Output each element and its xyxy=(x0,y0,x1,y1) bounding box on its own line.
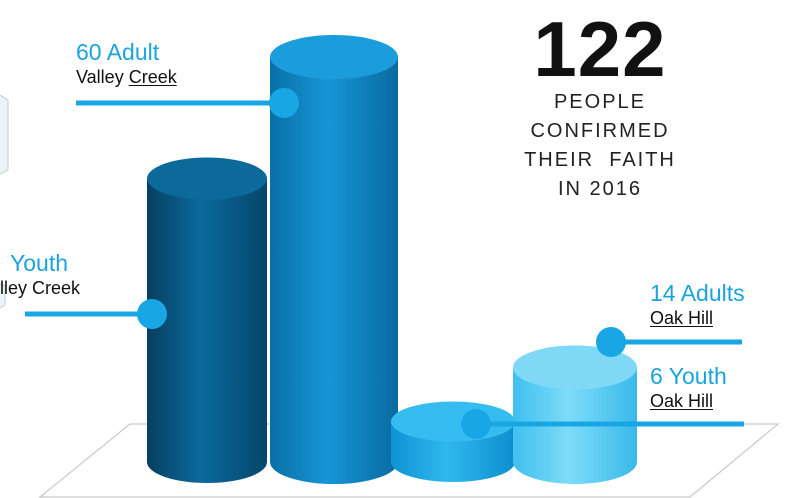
label-oak-adults: 14 Adults Oak Hill xyxy=(650,280,745,329)
callout-dot-oak-adults xyxy=(596,327,626,357)
callout-group xyxy=(25,88,744,439)
left-edge-shape-bottom xyxy=(0,283,6,309)
caption-line-2: CONFIRMED xyxy=(530,120,670,142)
callout-dot-valley-youth xyxy=(137,299,167,329)
label-oak-youth-count: 6 Youth xyxy=(650,363,727,389)
label-oak-adults-place: Oak Hill xyxy=(650,308,714,328)
label-valley-youth-place: lley Creek xyxy=(0,278,81,298)
bar-top-valley-youth xyxy=(147,157,267,200)
bar-valley-adult xyxy=(270,57,398,484)
label-oak-adults-count: 14 Adults xyxy=(650,280,745,306)
caption-line-4: IN 2016 xyxy=(557,178,643,200)
callout-dot-valley-adult xyxy=(269,88,299,118)
callout-dot-oak-youth xyxy=(461,409,491,439)
label-valley-adult-count: 60 Adult xyxy=(76,39,160,65)
label-oak-youth-place: Oak Hill xyxy=(650,391,714,411)
caption-line-3: THEIR FAITH xyxy=(524,149,676,171)
bar-top-oak-adults xyxy=(513,345,637,390)
label-valley-adult-place-a: Valley xyxy=(76,67,129,87)
label-valley-adult: 60 Adult Valley Creek xyxy=(76,39,177,88)
label-valley-youth-count: Youth xyxy=(10,250,68,276)
bar-top-valley-adult xyxy=(270,35,398,79)
total-confirmed-number: 122 xyxy=(533,5,667,93)
label-valley-youth: Youth lley Creek xyxy=(0,250,80,299)
headline-caption: PEOPLE CONFIRMED THEIR FAITH IN 2016 xyxy=(495,88,705,204)
label-valley-adult-place-b: Creek xyxy=(128,67,177,87)
caption-line-1: PEOPLE xyxy=(553,91,647,113)
bar-valley-youth xyxy=(147,178,267,483)
label-oak-youth: 6 Youth Oak Hill xyxy=(650,363,727,412)
label-valley-adult-place: Valley Creek xyxy=(76,66,177,88)
left-edge-shape-top xyxy=(0,94,9,175)
